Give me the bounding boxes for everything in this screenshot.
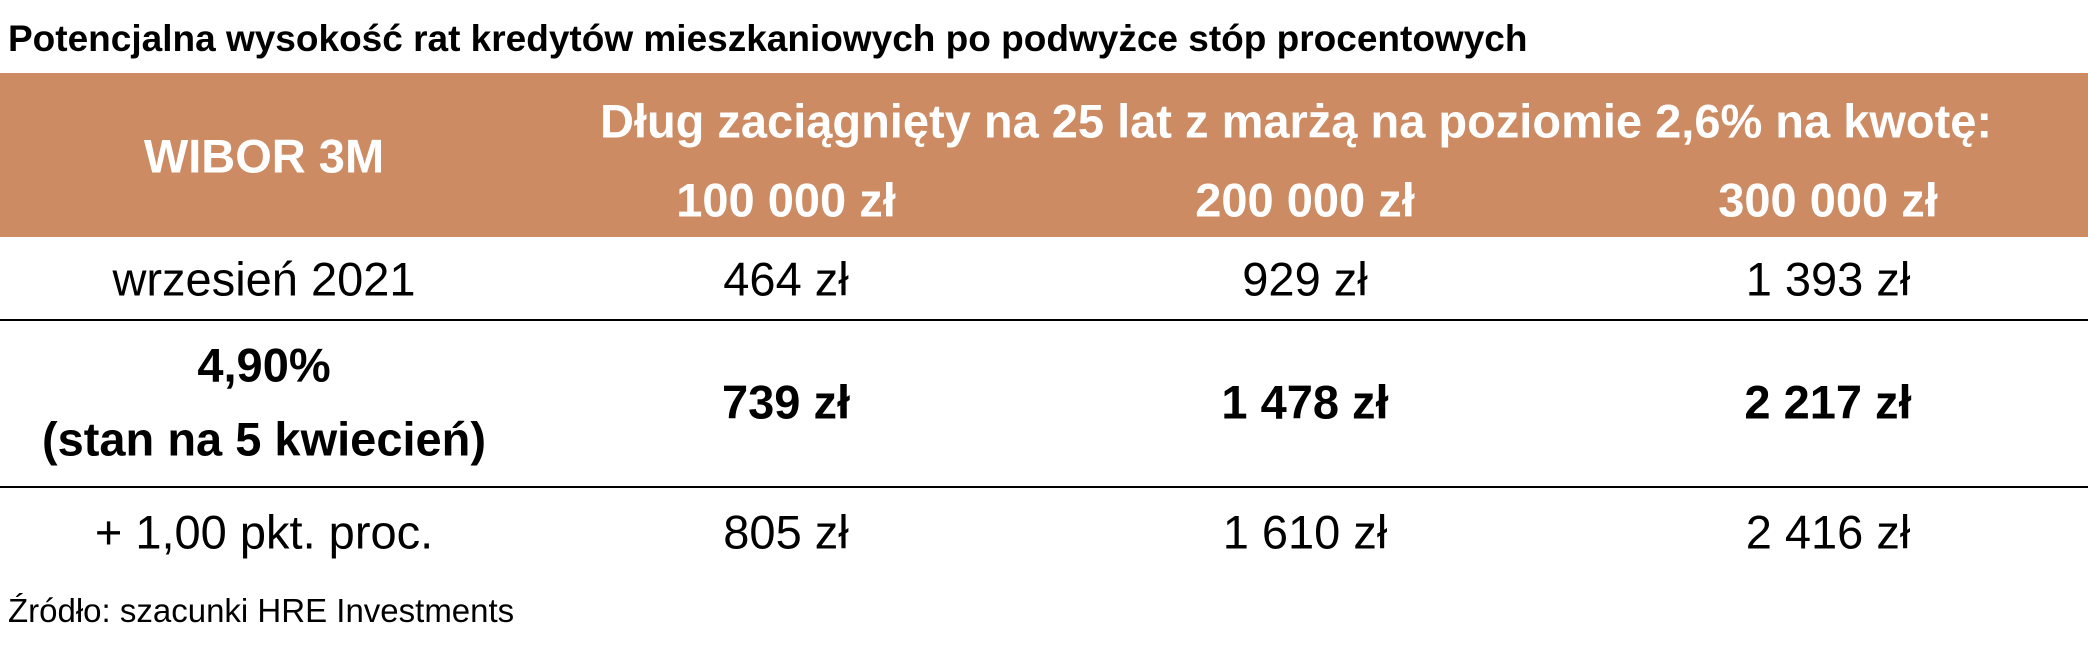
row-header: WIBOR 3M: [143, 129, 385, 183]
source: Źródło: szacunki HRE Investments: [8, 592, 515, 629]
title: Potencjalna wysokość rat kredytów mieszk…: [8, 18, 1528, 59]
cell-value: 1 610 zł: [1222, 505, 1388, 559]
row-rule: [0, 319, 2088, 321]
column-header: 300 000 zł: [1718, 173, 1938, 227]
row-label: (stan na 5 kwiecień): [41, 412, 487, 466]
header-band: [0, 73, 2088, 237]
cell-value: 2 416 zł: [1745, 505, 1911, 559]
row-label: 4,90%: [197, 338, 331, 392]
row-label: wrzesień 2021: [112, 252, 416, 306]
cell-value: 1 478 zł: [1221, 375, 1389, 429]
cell-value: 805 zł: [723, 505, 849, 559]
column-group: Dług zaciągnięty na 25 lat z marżą na po…: [599, 94, 1993, 148]
cell-value: 739 zł: [721, 375, 851, 429]
row-rule: [0, 486, 2088, 488]
cell-value: 464 zł: [723, 252, 849, 306]
cell-value: 929 zł: [1242, 252, 1368, 306]
cell-value: 1 393 zł: [1745, 252, 1911, 306]
column-header: 200 000 zł: [1195, 173, 1415, 227]
cell-value: 2 217 zł: [1744, 375, 1912, 429]
row-label: + 1,00 pkt. proc.: [94, 505, 434, 559]
column-header: 100 000 zł: [676, 173, 896, 227]
